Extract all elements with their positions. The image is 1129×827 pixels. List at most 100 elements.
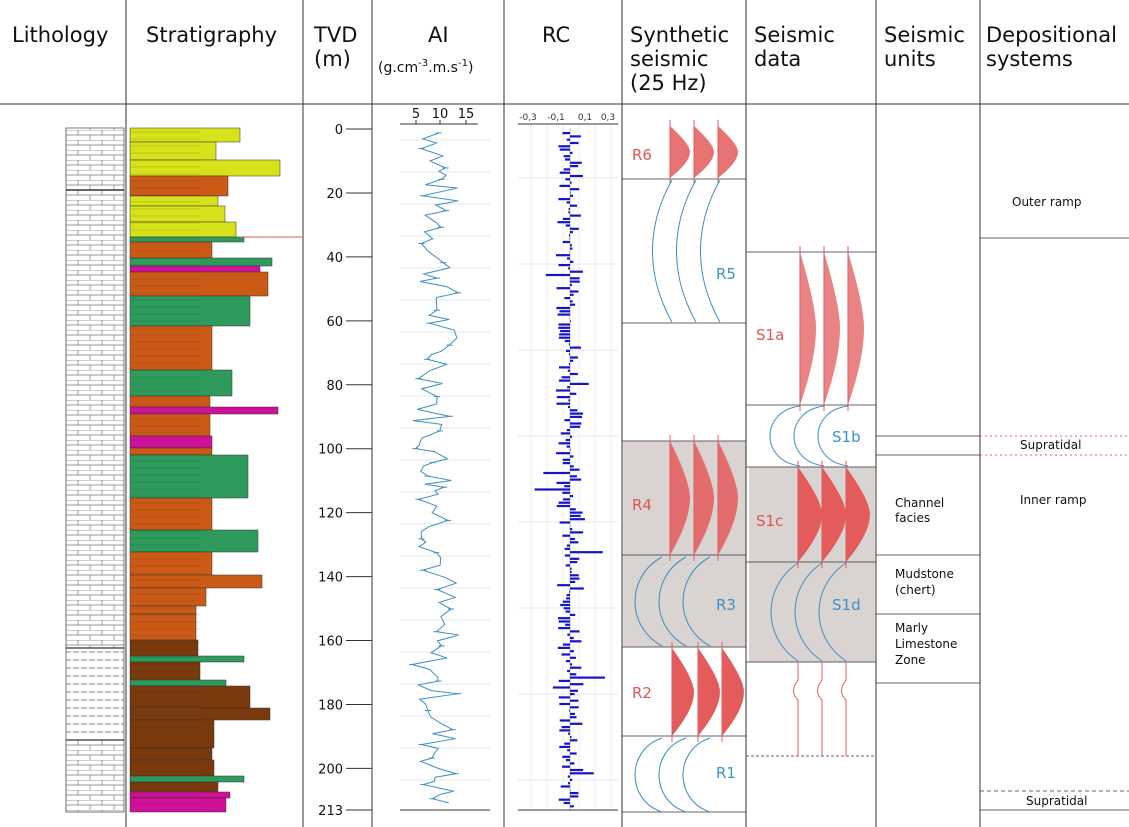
rc-bar [570, 689, 579, 692]
rc-bar [570, 214, 581, 217]
rc-bar [570, 683, 584, 686]
seismic-labels: S1a S1b S1c S1d [756, 326, 861, 614]
depth-tick-label: 40 [326, 251, 343, 266]
rc-bar [559, 745, 570, 748]
rc-bar [570, 640, 582, 643]
rc-bar [564, 742, 570, 745]
rc-bar [565, 660, 570, 663]
unit-mudstone-1: Mudstone [895, 567, 954, 581]
wave-s1b [769, 405, 801, 467]
rc-bar [565, 610, 570, 613]
wave-s1b [817, 405, 849, 467]
depo-supratidal-1: Supratidal [1020, 438, 1081, 452]
depth-tick-label: 213 [318, 804, 343, 819]
rc-bar [570, 778, 573, 781]
depo-supratidal-2: Supratidal [1026, 794, 1087, 808]
rc-bar [558, 679, 570, 682]
rc-bar [570, 283, 572, 286]
rc-bar [564, 547, 570, 550]
rc-bar [543, 471, 570, 475]
rc-bar [570, 722, 583, 725]
rc-bar [570, 570, 572, 574]
stratigraphy-bed [129, 707, 271, 721]
rc-bar [569, 590, 570, 593]
stratigraphy-bed [129, 759, 215, 777]
stratigraphy-bed [129, 205, 226, 223]
rc-bar [570, 636, 574, 640]
stratigraphy-bed [129, 639, 199, 657]
wave-r3 [634, 556, 663, 647]
rc-bar [566, 429, 570, 432]
rc-bar [570, 768, 584, 772]
rc-bar [570, 792, 579, 795]
rc-bar [559, 171, 570, 174]
rc-bar [565, 759, 570, 762]
stratigraphy-bed [129, 574, 263, 589]
rc-bar [570, 537, 575, 541]
rc-bar [562, 240, 570, 244]
unit-marly-2: Limestone [895, 637, 957, 651]
rc-bar [570, 693, 575, 696]
depth-tick-label: 80 [326, 379, 343, 394]
wavelet-s1c [798, 467, 822, 562]
rc-bar [566, 138, 570, 141]
rc-bar [570, 280, 580, 283]
rc-bar [564, 158, 570, 161]
rc-bar [570, 303, 576, 306]
rc-bar [570, 231, 573, 234]
ai-axis-label: 5 [412, 107, 420, 122]
label-r3: R3 [716, 596, 736, 614]
rc-bar [564, 485, 570, 488]
rc-bar [563, 801, 570, 805]
lithology-column [65, 127, 125, 813]
rc-bar [570, 475, 577, 478]
rc-bar [570, 577, 580, 580]
rc-bar [566, 597, 570, 600]
rc-bar [562, 132, 570, 135]
rc-bar [567, 775, 570, 778]
label-s1d: S1d [832, 596, 861, 614]
rc-bar [558, 326, 570, 329]
rc-bar [562, 600, 570, 603]
label-r6: R6 [632, 146, 652, 164]
wave-tail [841, 662, 847, 756]
rc-bar [556, 287, 570, 290]
rc-bar [570, 712, 575, 715]
rc-bar [570, 752, 577, 755]
rc-bar [566, 594, 570, 597]
rc-bar [565, 623, 570, 626]
rc-bar [570, 762, 575, 765]
rc-bar [570, 666, 582, 669]
header-tvd: TVD [313, 23, 357, 47]
rc-bar [570, 772, 594, 775]
rc-bar [565, 564, 570, 567]
header-ai-unit: (g.cm-3.m.s-1) [378, 58, 473, 76]
rc-bar [558, 501, 570, 504]
stratigraphy-column [129, 127, 281, 813]
column-headers: Lithology Stratigraphy TVD (m) AI (g.cm-… [12, 23, 1117, 95]
rc-bar [568, 267, 570, 270]
rc-bar [570, 465, 574, 468]
header-seismic-data-2: data [754, 47, 801, 71]
rc-bar [558, 198, 570, 201]
synthetic-seismic-column [622, 120, 746, 813]
rc-bar [570, 372, 578, 376]
synthetic-labels: R6 R5 R4 R3 R2 R1 [632, 146, 736, 782]
depth-tick-label: 0 [335, 123, 343, 138]
rc-bar [570, 320, 571, 323]
rc-bar [560, 432, 570, 435]
rc-bar [570, 300, 573, 303]
unit-channel-2: facies [895, 511, 930, 525]
stratigraphy-bed [129, 295, 251, 327]
rc-bar [565, 224, 570, 227]
label-s1b: S1b [832, 428, 861, 446]
rc-bar [570, 650, 574, 653]
rc-bar [556, 504, 570, 508]
rc-bar [561, 653, 570, 656]
wave-r3 [682, 556, 711, 647]
rc-bar [568, 405, 570, 409]
rc-bar [558, 442, 570, 445]
rc-bar [556, 254, 570, 257]
rc-bar [570, 580, 576, 583]
rc-bar [570, 574, 579, 577]
